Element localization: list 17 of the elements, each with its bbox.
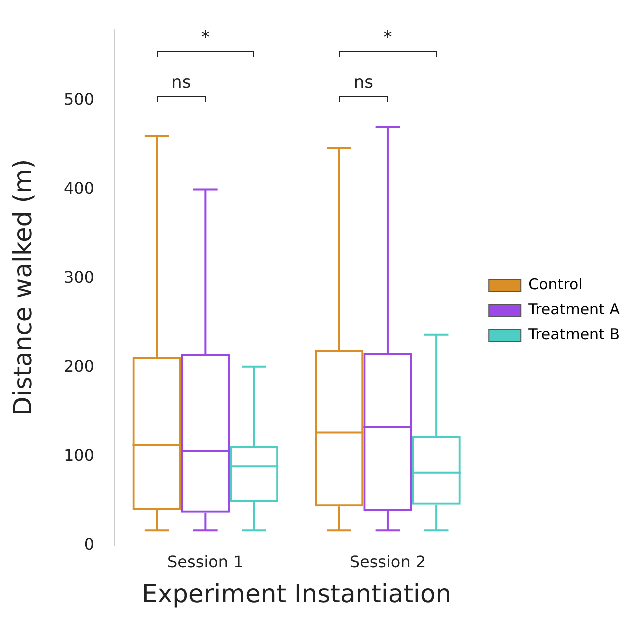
x-tick-label: Session 2: [350, 552, 426, 572]
x-tick-label: Session 1: [168, 552, 244, 572]
y-tick-label: 0: [84, 534, 95, 554]
annotation: *: [201, 28, 210, 48]
y-tick-label: 100: [64, 446, 95, 465]
annotation: *: [384, 28, 392, 48]
y-axis-title: Distance walked (m): [8, 159, 38, 416]
y-tick-label: 400: [64, 178, 95, 198]
y-tick-label: 300: [64, 268, 95, 287]
x-axis-title: Experiment Instantiation: [142, 580, 452, 608]
legend-label: Treatment B: [528, 325, 620, 344]
annotation: ns: [172, 72, 192, 93]
legend-label: Treatment A: [528, 300, 621, 318]
y-tick-label: 200: [64, 356, 95, 376]
legend-label: Control: [528, 275, 583, 294]
annotation: ns: [354, 72, 374, 93]
y-tick-label: 500: [64, 90, 95, 109]
